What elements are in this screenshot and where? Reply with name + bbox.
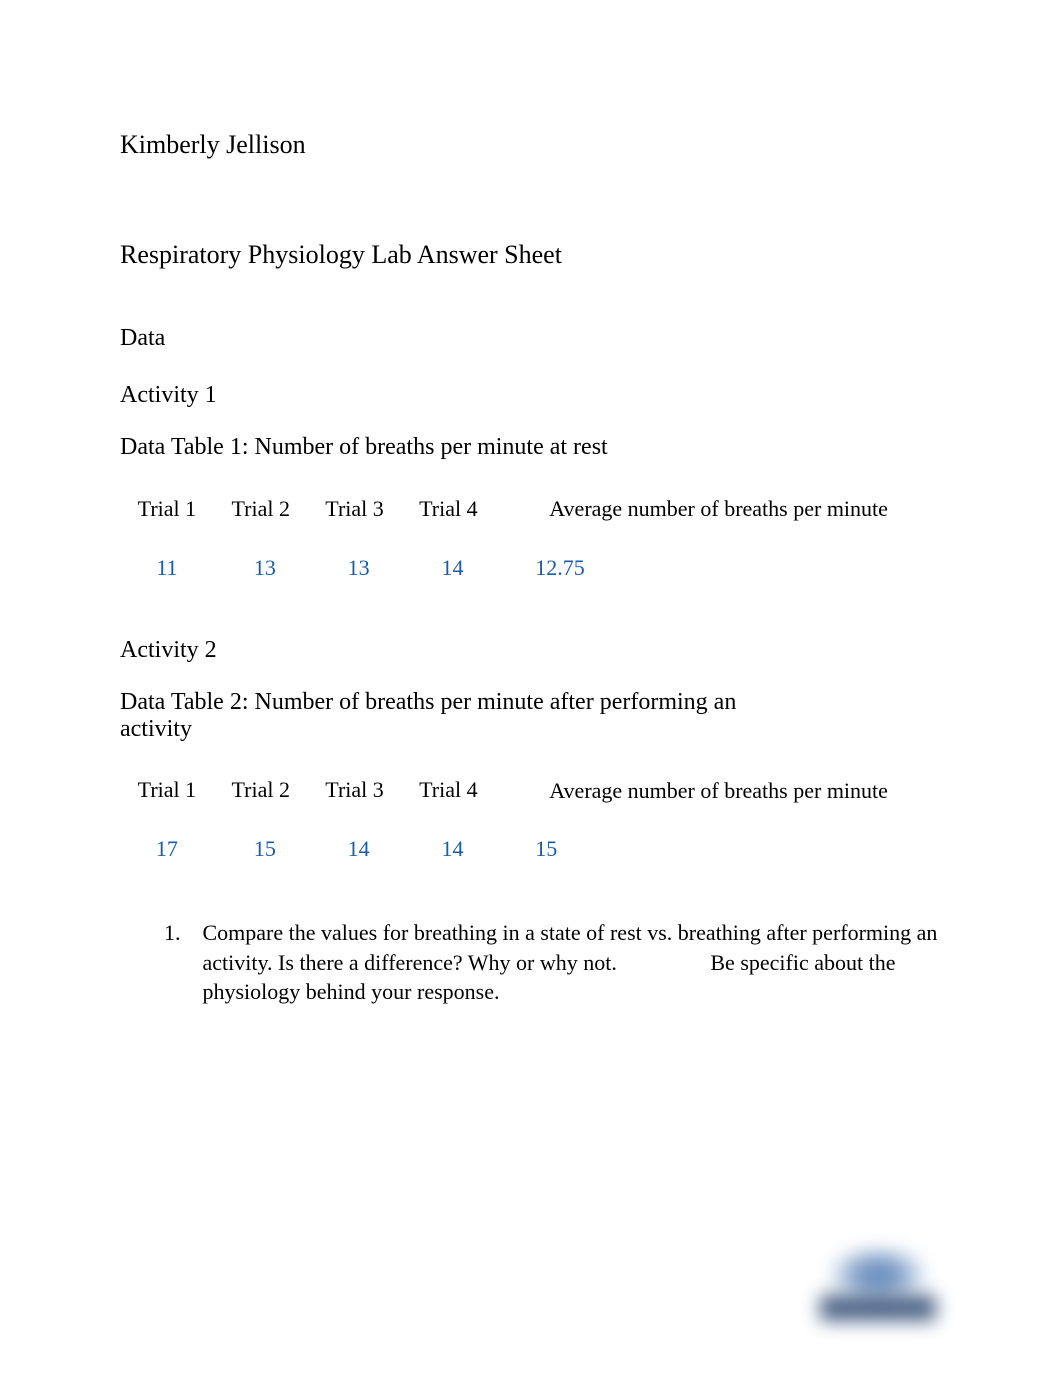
table2-caption: Data Table 2: Number of breaths per minu… — [120, 689, 780, 743]
watermark-blur — [808, 1247, 948, 1337]
table1-avg: 12.75 — [495, 539, 942, 597]
table2-t3: 14 — [308, 820, 402, 878]
table1-t2: 13 — [214, 539, 308, 597]
table2: Trial 1 Trial 2 Trial 3 Trial 4 Average … — [120, 761, 942, 879]
table2-header-t1: Trial 1 — [120, 761, 214, 821]
activity1-heading: Activity 1 — [120, 382, 942, 409]
table2-header-t3: Trial 3 — [308, 761, 402, 821]
question-number: 1. — [164, 918, 181, 1007]
data-heading: Data — [120, 325, 942, 352]
table2-header-avg: Average number of breaths per minute — [495, 761, 942, 821]
table1-header-t4: Trial 4 — [401, 479, 495, 539]
table1-t3: 13 — [308, 539, 402, 597]
table1-t1: 11 — [120, 539, 214, 597]
table2-header-row: Trial 1 Trial 2 Trial 3 Trial 4 Average … — [120, 761, 942, 821]
table2-data-row: 17 15 14 14 15 — [120, 820, 942, 878]
table2-header-t4: Trial 4 — [401, 761, 495, 821]
table1-header-row: Trial 1 Trial 2 Trial 3 Trial 4 Average … — [120, 479, 942, 539]
table2-t4: 14 — [401, 820, 495, 878]
table1-caption: Data Table 1: Number of breaths per minu… — [120, 434, 942, 461]
table1-header-avg: Average number of breaths per minute — [495, 479, 942, 539]
table1-t4: 14 — [401, 539, 495, 597]
table1: Trial 1 Trial 2 Trial 3 Trial 4 Average … — [120, 479, 942, 597]
table2-header-t2: Trial 2 — [214, 761, 308, 821]
table1-data-row: 11 13 13 14 12.75 — [120, 539, 942, 597]
table1-header-t2: Trial 2 — [214, 479, 308, 539]
lab-title: Respiratory Physiology Lab Answer Sheet — [120, 240, 942, 270]
question-text: Compare the values for breathing in a st… — [203, 918, 943, 1007]
author-name: Kimberly Jellison — [120, 130, 942, 160]
table2-avg: 15 — [495, 820, 942, 878]
table1-header-t3: Trial 3 — [308, 479, 402, 539]
question-1: 1. Compare the values for breathing in a… — [120, 918, 942, 1007]
table2-t2: 15 — [214, 820, 308, 878]
table2-t1: 17 — [120, 820, 214, 878]
activity2-heading: Activity 2 — [120, 637, 942, 664]
table1-header-t1: Trial 1 — [120, 479, 214, 539]
